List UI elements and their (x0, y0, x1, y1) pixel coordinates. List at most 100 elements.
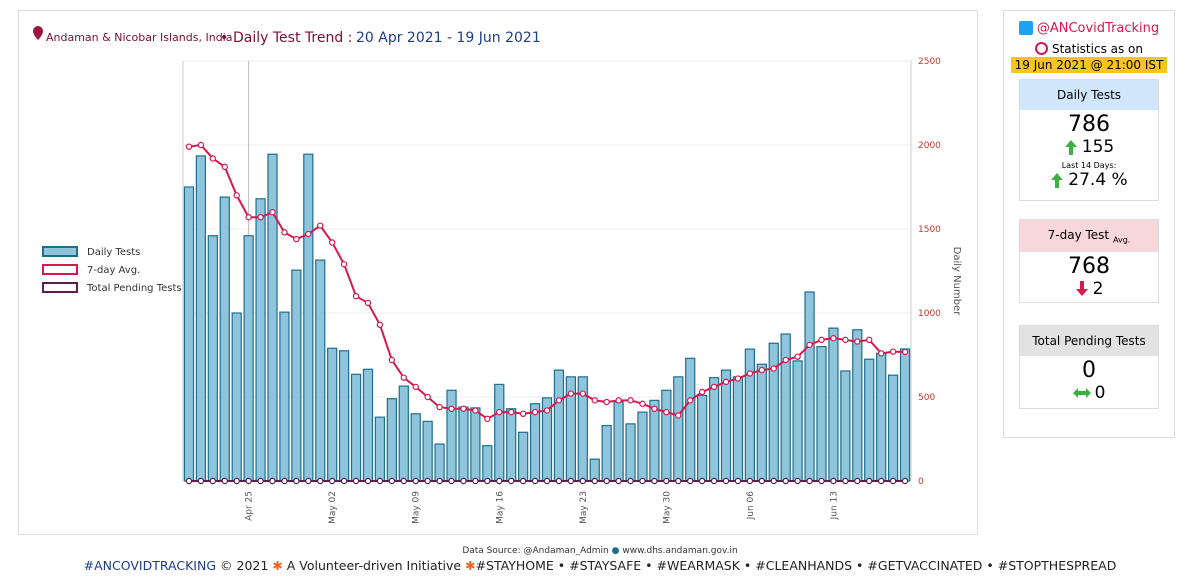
twitter-icon (1018, 21, 1033, 35)
bar (303, 153, 314, 482)
bar (315, 259, 326, 482)
point (877, 350, 885, 357)
point (209, 477, 217, 485)
location: Andaman & Nicobar Islands, India (46, 31, 232, 44)
point (555, 477, 563, 485)
point (758, 477, 766, 485)
point (842, 336, 849, 344)
point (233, 192, 240, 199)
bar (661, 389, 672, 482)
point (424, 477, 431, 485)
bullet: • (220, 30, 228, 46)
point (293, 477, 300, 485)
card-change: 155 (1020, 137, 1158, 157)
stats-row: Statistics as on (1004, 42, 1174, 56)
point (901, 348, 909, 356)
up-arrow (1064, 140, 1077, 155)
bar (768, 342, 779, 482)
point (889, 348, 897, 355)
point (782, 477, 789, 485)
brand: #ANCOVIDTRACKING (83, 558, 217, 573)
point (842, 477, 849, 485)
bar (386, 398, 397, 482)
point (854, 338, 861, 345)
bar (494, 383, 505, 482)
point (460, 477, 467, 485)
chart: Andaman & Nicobar Islands, India • Daily… (33, 26, 962, 524)
point (519, 477, 527, 485)
point (305, 230, 312, 238)
star: ✱ (465, 558, 476, 573)
bar (362, 368, 374, 482)
tags: #STAYHOME • #STAYSAFE • #WEARMASK • #CLE… (475, 558, 1117, 573)
change-value: 2 (1092, 279, 1104, 300)
bar (255, 198, 266, 482)
point (579, 477, 587, 485)
point (197, 141, 205, 149)
source-1: @Andaman_Admin (523, 546, 609, 556)
bar (434, 443, 445, 482)
y-tick-label: 2500 (918, 57, 941, 67)
point (770, 477, 777, 485)
bar (482, 445, 493, 482)
point (460, 405, 467, 412)
y-tick-label: 2000 (918, 141, 941, 151)
bar (840, 370, 851, 482)
card-value: 0 (1082, 358, 1096, 383)
legend-swatch (42, 246, 78, 257)
bar (864, 358, 875, 482)
point (722, 378, 730, 386)
initiative: A Volunteer-driven Initiative (286, 558, 462, 573)
y-tick-label: 500 (918, 393, 935, 403)
point (400, 374, 407, 381)
x-tick-label: Apr 25 (245, 491, 255, 521)
point (651, 477, 658, 485)
x-tick-label: Jun 13 (829, 491, 839, 520)
bar (589, 458, 600, 482)
point (305, 477, 312, 485)
point (877, 477, 885, 485)
point (412, 477, 419, 485)
bar (625, 423, 636, 482)
point (281, 477, 288, 485)
point (866, 477, 873, 485)
point (352, 293, 360, 300)
last14-row: 27.4 % (1020, 170, 1158, 190)
daily-card: Daily Tests 786 155 Last 14 Days: 27.4 % (1019, 79, 1159, 201)
point (293, 235, 300, 243)
point (818, 336, 825, 344)
point (436, 403, 443, 411)
bar (291, 269, 302, 482)
point (507, 408, 515, 416)
point (340, 261, 348, 268)
point (889, 477, 897, 485)
point (197, 477, 205, 485)
point (806, 477, 813, 485)
point (340, 477, 348, 485)
point (400, 477, 407, 485)
point (866, 336, 873, 344)
point (615, 397, 622, 404)
point (484, 477, 491, 485)
point (519, 410, 527, 417)
card-value: 786 (1068, 112, 1110, 137)
bar (374, 416, 386, 482)
point (269, 477, 276, 485)
last14-label: Last 14 Days: (1061, 161, 1117, 170)
card-title-main: 7-day Test (1047, 228, 1110, 242)
point (376, 477, 384, 485)
x-tick-label: May 16 (495, 491, 505, 524)
point (185, 143, 193, 150)
change-value: 0 (1094, 383, 1106, 403)
bar (517, 431, 529, 482)
stats-time: 19 Jun 2021 @ 21:00 IST (1010, 57, 1168, 73)
bar (350, 373, 362, 482)
bar (852, 329, 863, 482)
bar (708, 377, 720, 482)
card-title: Total Pending Tests (1020, 326, 1158, 356)
bar (327, 347, 338, 482)
bar (899, 348, 911, 482)
point (317, 222, 324, 229)
bar (637, 411, 648, 482)
point (412, 383, 419, 391)
